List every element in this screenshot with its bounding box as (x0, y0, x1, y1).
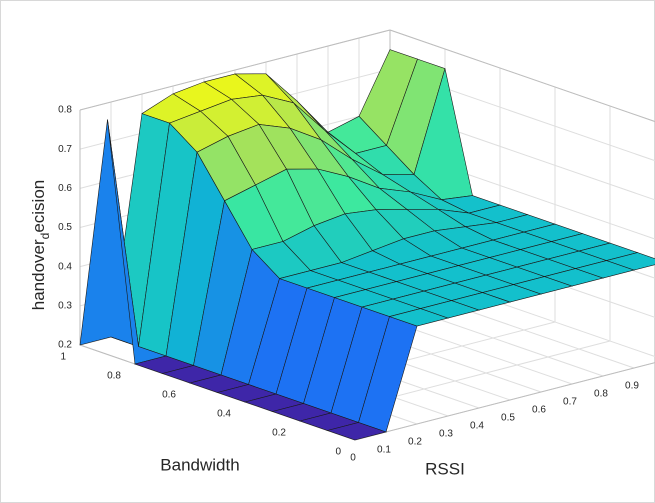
x-tick-label: 0.6 (532, 405, 546, 416)
y-tick-label: 0.8 (107, 371, 121, 382)
x-tick-label: 0.2 (408, 437, 422, 448)
z-tick-label: 0.6 (58, 183, 72, 194)
y-tick-label: 0.6 (162, 390, 176, 401)
y-tick-label: 1 (60, 352, 66, 363)
z-label-part: ecision (29, 180, 48, 233)
axis-line (354, 362, 655, 441)
z-tick-label: 0.7 (58, 144, 72, 155)
surface-patch (326, 422, 388, 441)
z-axis-label: handoverdecision (29, 180, 52, 311)
z-tick-label: 0.2 (58, 340, 72, 351)
axis-line (389, 29, 655, 123)
y-tick-label: 0.2 (272, 428, 286, 439)
x-tick-label: 0.9 (625, 381, 639, 392)
y-axis-label: Bandwidth (160, 455, 239, 474)
x-tick-label: 0 (350, 453, 356, 464)
z-tick-label: 0.5 (58, 222, 72, 233)
x-tick-label: 0.1 (377, 445, 391, 456)
z-label-sub: d (38, 233, 52, 240)
axis-line (79, 29, 391, 111)
z-tick-label: 0.8 (58, 105, 72, 116)
x-tick-label: 0.5 (501, 413, 515, 424)
x-tick-label: 0.4 (470, 421, 484, 432)
x-tick-label: 0.3 (439, 429, 453, 440)
x-tick-label: 0.7 (563, 397, 577, 408)
y-tick-label: 0 (335, 447, 341, 458)
z-tick-label: 0.4 (58, 261, 72, 272)
x-axis-label: RSSI (425, 459, 465, 478)
z-tick-label: 0.3 (58, 300, 72, 311)
x-tick-label: 0.8 (594, 389, 608, 400)
z-label-part: handover (29, 239, 48, 310)
y-tick-label: 0.4 (217, 409, 231, 420)
